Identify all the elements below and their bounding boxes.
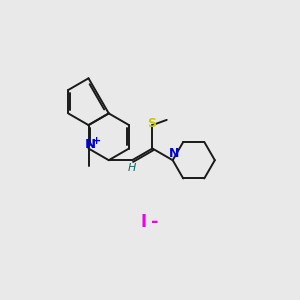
- Text: H: H: [128, 163, 136, 173]
- Text: N: N: [168, 147, 179, 160]
- Text: I: I: [141, 213, 147, 231]
- Text: S: S: [147, 117, 156, 130]
- Text: N: N: [84, 138, 96, 151]
- Text: -: -: [151, 213, 158, 231]
- Text: +: +: [92, 136, 101, 146]
